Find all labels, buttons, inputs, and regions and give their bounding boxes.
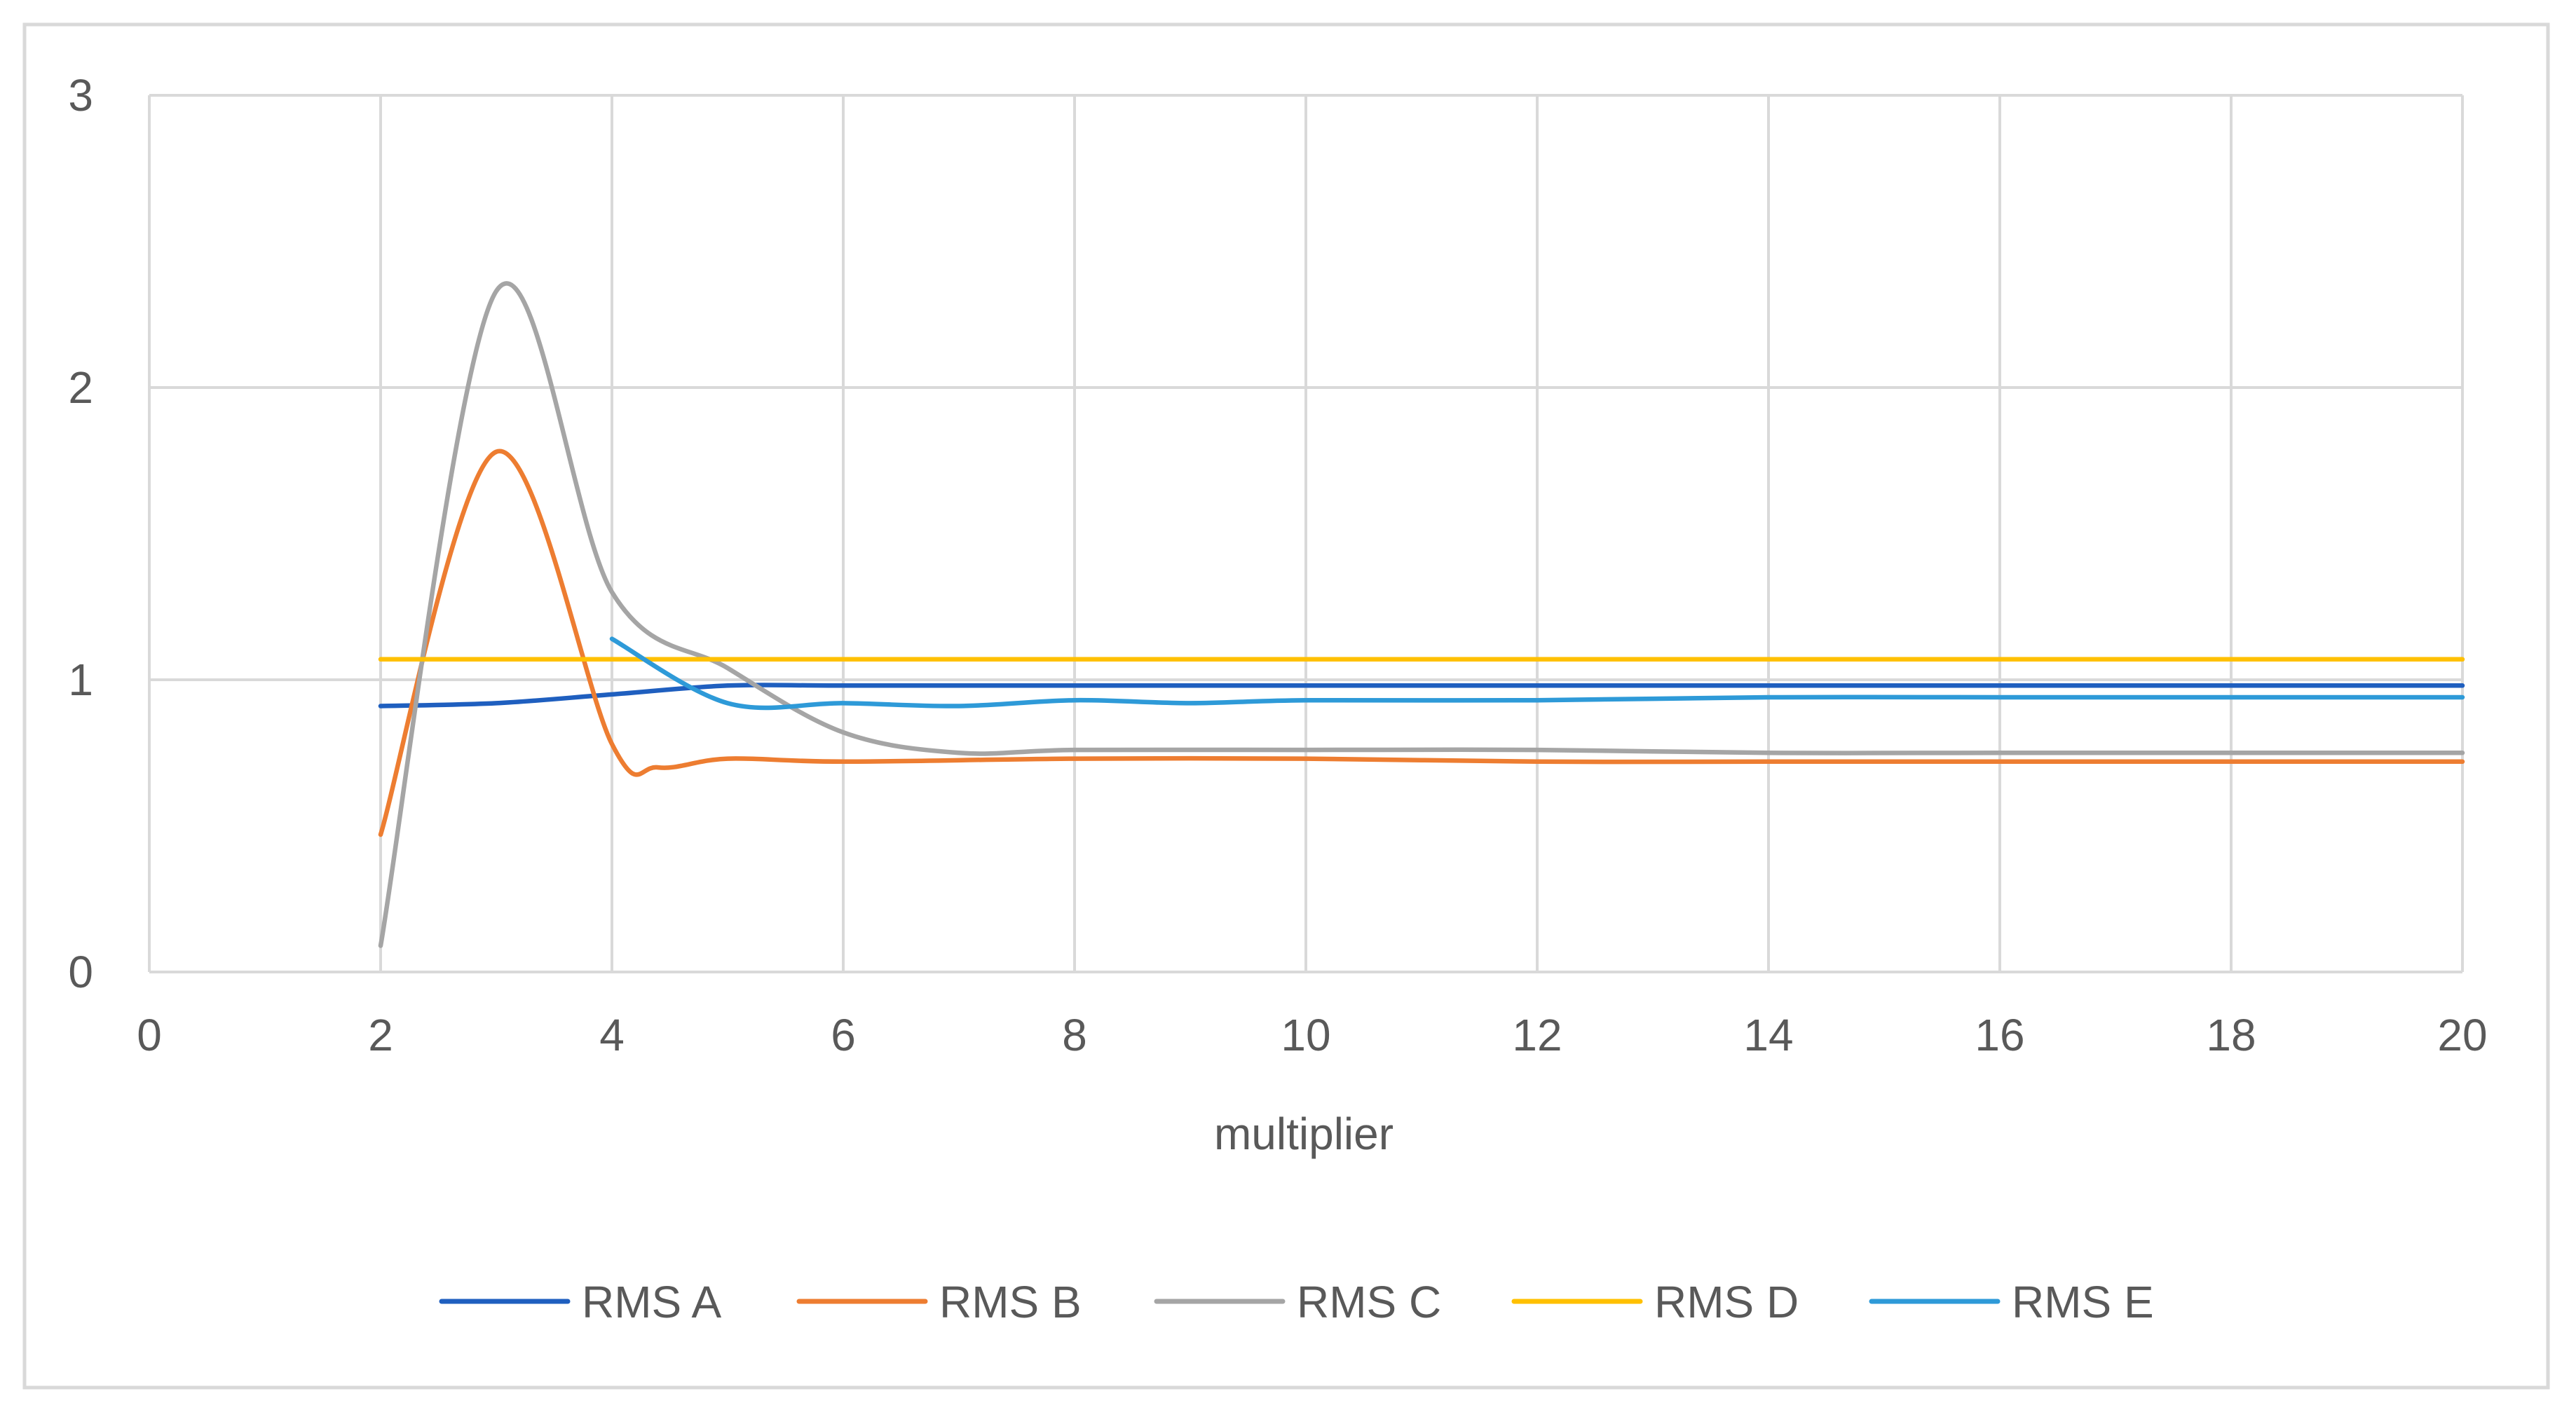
legend-item-rms-b: RMS B [796, 1277, 1082, 1327]
legend-label: RMS E [2012, 1277, 2154, 1327]
x-tick-label: 12 [1512, 1010, 1562, 1060]
grid-layer [148, 94, 2464, 973]
legend-item-rms-c: RMS C [1154, 1277, 1441, 1327]
x-tick-label: 4 [599, 1010, 625, 1060]
legend-item-rms-d: RMS D [1511, 1277, 1799, 1327]
legend-item-rms-e: RMS E [1869, 1277, 2154, 1327]
x-tick-label: 16 [1975, 1010, 2024, 1060]
x-axis-title: multiplier [1214, 1109, 1393, 1159]
legend-label: RMS C [1297, 1277, 1441, 1327]
y-tick-label: 2 [68, 362, 93, 413]
series-layer [378, 281, 2465, 948]
x-tick-label: 6 [831, 1010, 856, 1060]
x-tick-label: 14 [1743, 1010, 1793, 1060]
y-tick-label: 3 [68, 70, 93, 121]
x-tick-label: 8 [1062, 1010, 1087, 1060]
series-line-rms-b [378, 449, 2465, 837]
legend-label: RMS D [1654, 1277, 1799, 1327]
legend: RMS A RMS B RMS C RMS D RMS E [439, 1277, 2154, 1327]
series-line-rms-a [378, 683, 2465, 708]
legend-label: RMS A [582, 1277, 721, 1327]
y-tick-label: 1 [68, 655, 93, 705]
x-tick-label: 18 [2206, 1010, 2256, 1060]
series-line-rms-e [609, 636, 2465, 711]
x-tick-label: 10 [1281, 1010, 1330, 1060]
y-tick-label: 0 [68, 947, 93, 997]
x-tick-label: 2 [368, 1010, 393, 1060]
x-tick-label: 0 [137, 1010, 162, 1060]
series-line-rms-c [378, 281, 2465, 948]
legend-label: RMS B [939, 1277, 1082, 1327]
legend-item-rms-a: RMS A [439, 1277, 721, 1327]
x-tick-label: 20 [2437, 1010, 2487, 1060]
